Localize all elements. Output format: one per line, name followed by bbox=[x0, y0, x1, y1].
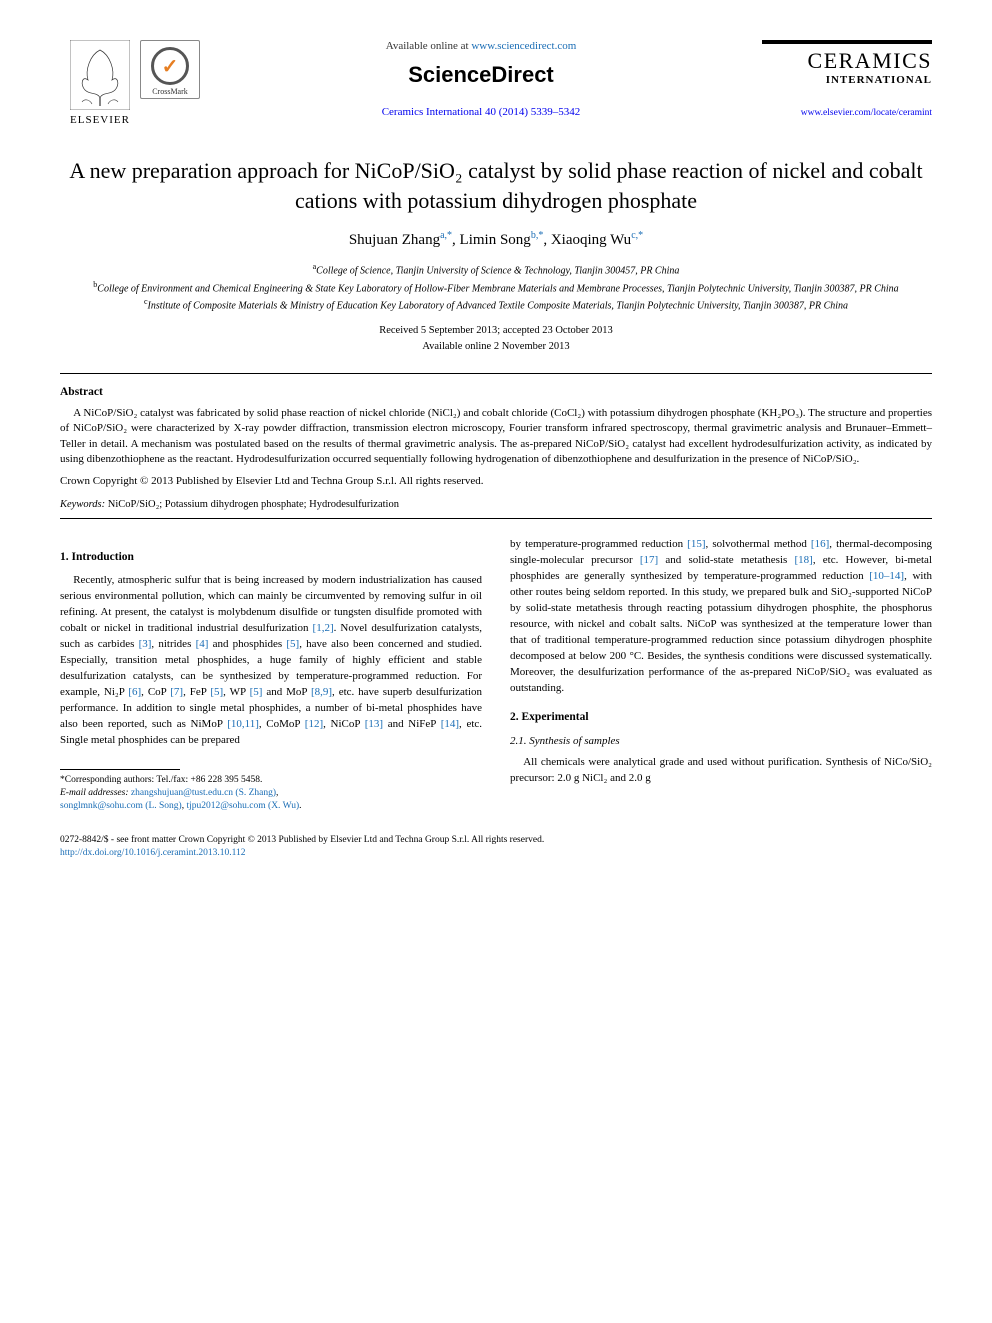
footnotes: *Corresponding authors: Tel./fax: +86 22… bbox=[60, 774, 482, 814]
abstract-body: A NiCoP/SiO₂ catalyst was fabricated by … bbox=[60, 406, 932, 468]
keywords-label: Keywords: bbox=[60, 499, 105, 510]
available-online-text: Available online at www.sciencedirect.co… bbox=[200, 40, 762, 52]
article-dates: Received 5 September 2013; accepted 23 O… bbox=[60, 323, 932, 355]
ref-10-11[interactable]: [10,11] bbox=[227, 718, 259, 730]
ref-8-9[interactable]: [8,9] bbox=[311, 686, 332, 698]
journal-logo: CERAMICS INTERNATIONAL www.elsevier.com/… bbox=[762, 40, 932, 118]
body-columns: 1. Introduction Recently, atmospheric su… bbox=[60, 537, 932, 813]
right-column: by temperature-programmed reduction [15]… bbox=[510, 537, 932, 813]
author-1-sup: a,* bbox=[440, 230, 452, 241]
journal-title: CERAMICS bbox=[762, 48, 932, 74]
ref-7[interactable]: [7] bbox=[170, 686, 183, 698]
journal-homepage-link[interactable]: www.elsevier.com/locate/ceramint bbox=[801, 108, 932, 118]
email-1[interactable]: zhangshujuan@tust.edu.cn (S. Zhang) bbox=[131, 788, 276, 798]
ref-10-14[interactable]: [10–14] bbox=[869, 570, 904, 582]
header-center: Available online at www.sciencedirect.co… bbox=[200, 40, 762, 118]
ref-4[interactable]: [4] bbox=[196, 638, 209, 650]
affiliations: aCollege of Science, Tianjin University … bbox=[60, 261, 932, 313]
abstract-bottom-rule bbox=[60, 518, 932, 519]
sciencedirect-wordmark: ScienceDirect bbox=[200, 62, 762, 88]
authors-line: Shujuan Zhanga,*, Limin Songb,*, Xiaoqin… bbox=[60, 230, 932, 249]
journal-logo-rule bbox=[762, 40, 932, 44]
ref-17[interactable]: [17] bbox=[640, 554, 658, 566]
ref-12[interactable]: [12] bbox=[305, 718, 323, 730]
author-1: Shujuan Zhang bbox=[349, 232, 440, 248]
elsevier-tree-icon bbox=[70, 40, 130, 110]
email-addresses: E-mail addresses: zhangshujuan@tust.edu.… bbox=[60, 787, 482, 814]
keywords: Keywords: NiCoP/SiO₂; Potassium dihydrog… bbox=[60, 499, 932, 510]
left-column: 1. Introduction Recently, atmospheric su… bbox=[60, 537, 482, 813]
author-2: Limin Song bbox=[460, 232, 531, 248]
ref-1-2[interactable]: [1,2] bbox=[313, 622, 334, 634]
elsevier-logo: ELSEVIER bbox=[60, 40, 140, 126]
ref-5[interactable]: [5] bbox=[286, 638, 299, 650]
affiliation-b: bCollege of Environment and Chemical Eng… bbox=[60, 279, 932, 296]
journal-subtitle: INTERNATIONAL bbox=[762, 74, 932, 86]
author-3: Xiaoqing Wu bbox=[551, 232, 631, 248]
journal-reference-link[interactable]: Ceramics International 40 (2014) 5339–53… bbox=[382, 106, 581, 118]
intro-heading: 1. Introduction bbox=[60, 551, 482, 563]
ref-5c[interactable]: [5] bbox=[250, 686, 263, 698]
crossmark-icon: ✓ bbox=[151, 47, 189, 85]
keywords-text: NiCoP/SiO₂; Potassium dihydrogen phospha… bbox=[105, 499, 399, 510]
abstract-copyright: Crown Copyright © 2013 Published by Else… bbox=[60, 475, 932, 487]
footnote-rule bbox=[60, 769, 180, 770]
experimental-heading: 2. Experimental bbox=[510, 711, 932, 723]
email-3[interactable]: tjpu2012@sohu.com (X. Wu) bbox=[186, 801, 299, 811]
page-header: ELSEVIER ✓ CrossMark Available online at… bbox=[60, 40, 932, 126]
footer-copyright: 0272-8842/$ - see front matter Crown Cop… bbox=[60, 834, 932, 847]
synthesis-heading: 2.1. Synthesis of samples bbox=[510, 735, 932, 747]
ref-15[interactable]: [15] bbox=[687, 538, 705, 550]
crossmark-label: CrossMark bbox=[145, 87, 195, 96]
ref-3[interactable]: [3] bbox=[139, 638, 152, 650]
elsevier-label: ELSEVIER bbox=[60, 114, 140, 126]
doi-link[interactable]: http://dx.doi.org/10.1016/j.ceramint.201… bbox=[60, 848, 246, 858]
author-2-sup: b,* bbox=[531, 230, 544, 241]
date-received: Received 5 September 2013; accepted 23 O… bbox=[60, 323, 932, 339]
sciencedirect-url-link[interactable]: www.sciencedirect.com bbox=[471, 40, 576, 52]
email-label: E-mail addresses: bbox=[60, 788, 131, 798]
intro-paragraph-right: by temperature-programmed reduction [15]… bbox=[510, 537, 932, 696]
affiliation-a: aCollege of Science, Tianjin University … bbox=[60, 261, 932, 278]
intro-paragraph-left: Recently, atmospheric sulfur that is bei… bbox=[60, 573, 482, 748]
author-3-sup: c,* bbox=[631, 230, 643, 241]
ref-16[interactable]: [16] bbox=[811, 538, 829, 550]
page-footer: 0272-8842/$ - see front matter Crown Cop… bbox=[60, 834, 932, 861]
date-online: Available online 2 November 2013 bbox=[60, 339, 932, 355]
email-2[interactable]: songlmnk@sohu.com (L. Song) bbox=[60, 801, 182, 811]
ref-14[interactable]: [14] bbox=[441, 718, 459, 730]
affiliation-c: cInstitute of Composite Materials & Mini… bbox=[60, 296, 932, 313]
ref-13[interactable]: [13] bbox=[365, 718, 383, 730]
available-prefix: Available online at bbox=[386, 40, 472, 52]
ref-6[interactable]: [6] bbox=[128, 686, 141, 698]
abstract-heading: Abstract bbox=[60, 386, 932, 398]
corresponding-note: *Corresponding authors: Tel./fax: +86 22… bbox=[60, 774, 482, 787]
crossmark-badge[interactable]: ✓ CrossMark bbox=[140, 40, 200, 99]
ref-18[interactable]: [18] bbox=[794, 554, 812, 566]
synthesis-paragraph: All chemicals were analytical grade and … bbox=[510, 755, 932, 787]
abstract-top-rule bbox=[60, 373, 932, 374]
ref-5b[interactable]: [5] bbox=[210, 686, 223, 698]
article-title: A new preparation approach for NiCoP/SiO… bbox=[60, 156, 932, 215]
